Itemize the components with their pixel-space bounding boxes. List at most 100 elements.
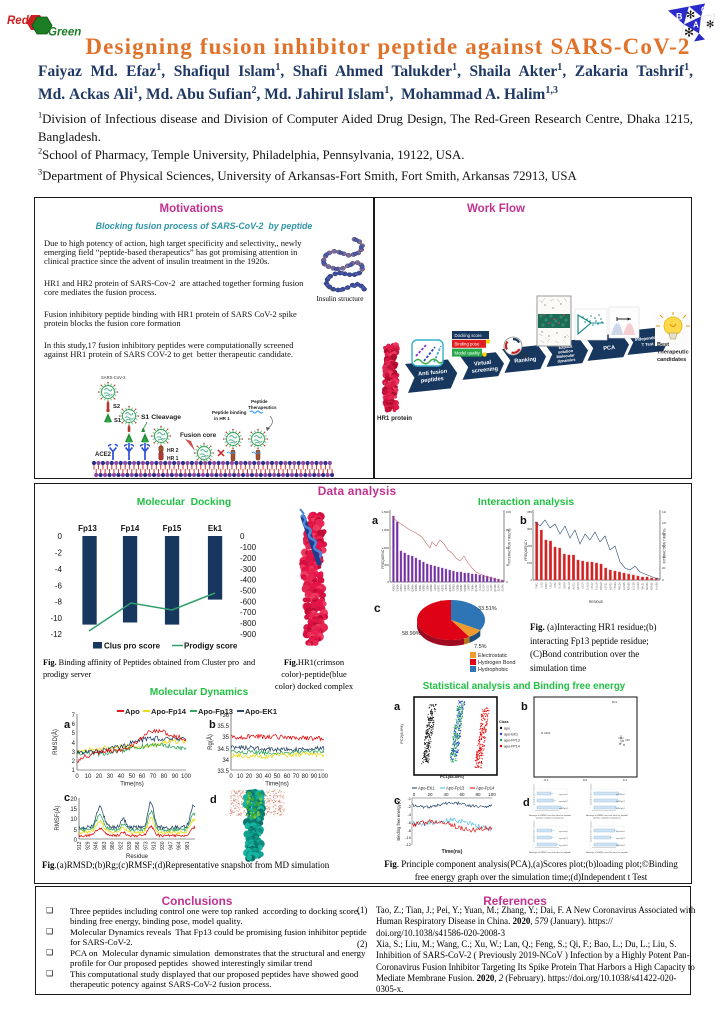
svg-text:Therapeutic: Therapeutic [657,350,689,356]
svg-text:PC2(8.6%): PC2(8.6%) [399,724,404,744]
svg-text:b: b [520,515,527,527]
svg-text:956: 956 [135,841,141,850]
svg-text:10: 10 [237,774,244,780]
svg-text:S1 Cleavage: S1 Cleavage [141,414,181,421]
svg-text:Clus pro score: Clus pro score [104,642,161,651]
svg-text:T Test: T Test [641,341,654,347]
svg-text:0: 0 [229,774,233,780]
svg-text:100: 100 [181,774,192,780]
svg-text:protein complex comparison: protein complex comparison [593,817,621,820]
svg-text:30: 30 [107,774,114,780]
svg-text:-500: -500 [240,587,257,596]
svg-text:b: b [521,701,528,713]
svg-text:ILE3: ILE3 [540,582,543,588]
svg-text:peptides: peptides [421,376,445,384]
svg-text:c: c [374,601,381,615]
svg-text:solution: solution [558,348,574,355]
svg-text:913: 913 [152,841,158,850]
svg-text:Independent: Independent [635,334,661,342]
svg-text:946: 946 [94,841,100,850]
svg-text:34.5: 34.5 [217,747,229,753]
svg-text:964: 964 [177,841,183,850]
svg-text:973: 973 [143,841,149,850]
svg-text:apo-fp13: apo-fp13 [616,801,625,803]
svg-text:929: 929 [85,841,91,850]
svg-text:L0990: L0990 [468,584,471,591]
svg-text:B: B [676,12,683,22]
svg-text:0: 0 [530,578,532,582]
svg-text:930: 930 [160,841,166,850]
svg-text:40: 40 [662,555,666,559]
svg-text:1: 1 [72,768,76,774]
svg-text:30: 30 [506,563,510,567]
svg-text:939: 939 [127,841,133,850]
svg-text:60: 60 [662,544,666,548]
svg-text:✻: ✻ [686,10,695,22]
svg-text:HR 1: HR 1 [167,456,179,462]
svg-text:Q0954: Q0954 [411,584,414,592]
svg-text:HR1 protein: HR1 protein [377,415,412,422]
svg-text:Ranking: Ranking [514,356,537,364]
svg-text:50: 50 [129,774,136,780]
svg-text:Therapeutics: Therapeutics [248,405,277,410]
svg-text:200: 200 [527,544,532,548]
svg-text:Average of RMSD over the time: Average of RMSD over the time for peptid… [529,814,572,817]
svg-text:apo-ttest: apo-ttest [616,830,625,833]
svg-text:LYS17: LYS17 [591,582,594,590]
svg-text:✻: ✻ [706,20,714,31]
svg-text:a: a [64,719,71,731]
svg-text:ILE14: ILE14 [582,582,585,589]
svg-text:-400: -400 [240,576,257,585]
svg-text:SER33: SER33 [646,582,649,590]
svg-text:Peptide binding: Peptide binding [212,410,247,415]
svg-text:peptide protein complex: peptide protein complex [590,821,593,842]
svg-text:600: 600 [384,546,389,550]
svg-text:INTERACTION TIME(%): INTERACTION TIME(%) [508,528,512,563]
svg-text:80: 80 [475,792,481,797]
svg-text:-600: -600 [240,598,257,607]
svg-text:SER9: SER9 [563,582,566,589]
svg-text:protein complex comparison: protein complex comparison [536,817,564,820]
svg-text:ALA11: ALA11 [573,582,576,590]
svg-text:-200: -200 [240,554,257,563]
svg-text:0: 0 [662,578,664,582]
svg-text:5: 5 [72,731,76,737]
svg-text:N0969: N0969 [430,584,433,592]
svg-text:Explicit: Explicit [558,343,573,349]
svg-text:Apo-Fp13: Apo-Fp13 [446,786,465,791]
svg-text:VAL31: VAL31 [642,582,645,590]
svg-text:THR1: THR1 [536,582,539,589]
svg-text:100: 100 [506,510,511,514]
svg-text:-10: -10 [405,835,412,840]
svg-text:a: a [372,515,379,527]
svg-text:Fp14: Fp14 [121,524,140,533]
svg-text:-6: -6 [55,582,63,591]
svg-text:33.51%: 33.51% [478,606,497,612]
svg-text:-1: -1 [407,796,411,801]
svg-text:FREQUENCY: FREQUENCY [524,539,528,561]
svg-text:355: 355 [527,510,532,514]
svg-text:Q1036: Q1036 [494,584,497,592]
svg-text:apo-FP14: apo-FP14 [504,745,520,749]
svg-text:ASP22: ASP22 [609,582,612,590]
svg-text:-300: -300 [240,565,257,574]
svg-text:VAL10: VAL10 [568,582,571,590]
svg-text:ALA36: ALA36 [655,582,658,590]
svg-text:-12: -12 [405,842,412,847]
svg-text:Time(ns): Time(ns) [442,849,463,854]
svg-text:LYS7: LYS7 [554,582,557,588]
svg-text:peptide protein complex: peptide protein complex [533,821,536,842]
svg-text:60: 60 [139,774,146,780]
svg-text:screening: screening [471,366,498,375]
svg-text:Residue: Residue [126,854,149,860]
svg-text:SARS-CoV-2: SARS-CoV-2 [101,375,126,380]
svg-text:-12: -12 [50,630,62,639]
svg-text:Virtual: Virtual [474,360,492,368]
svg-text:60: 60 [506,546,510,550]
svg-text:-10: -10 [50,614,62,623]
svg-text:80: 80 [302,774,309,780]
svg-text:0.0: 0.0 [583,778,588,782]
svg-text:LEU30: LEU30 [637,582,640,590]
svg-text:GLU28: GLU28 [632,582,635,590]
svg-text:922: 922 [119,841,125,850]
